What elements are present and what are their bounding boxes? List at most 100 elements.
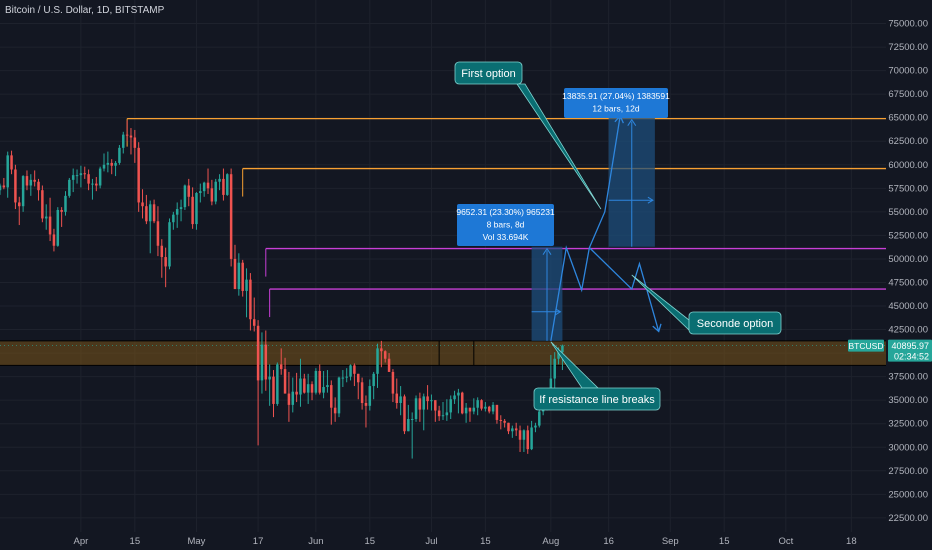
- candle-body: [249, 279, 252, 320]
- candle-body: [87, 174, 90, 184]
- candle-body: [133, 137, 137, 148]
- time-tick-label: 16: [603, 536, 614, 547]
- candle-body: [449, 399, 452, 413]
- range-arrow-h-head: [555, 308, 562, 316]
- time-tick-label: Jun: [308, 536, 323, 547]
- time-tick-label: Oct: [778, 536, 793, 547]
- candle-body: [557, 352, 560, 359]
- candle-body: [372, 373, 375, 387]
- candle-body: [237, 262, 241, 290]
- candle-body: [534, 425, 537, 428]
- callout-text: Seconde option: [697, 318, 773, 330]
- range-arrow-head: [542, 247, 552, 255]
- candlesticks: [0, 120, 564, 459]
- candle-body: [0, 185, 2, 191]
- candle-body: [391, 371, 395, 394]
- candle-body: [75, 175, 79, 177]
- candle-body: [41, 190, 44, 219]
- candle-body: [141, 202, 144, 207]
- candle-body: [118, 147, 121, 163]
- price-tick-label: 55000.00: [888, 207, 928, 218]
- forecast-path: [550, 114, 662, 341]
- price-tick-label: 32500.00: [888, 419, 928, 430]
- callout-pointers: [516, 83, 690, 389]
- candle-body: [222, 178, 225, 195]
- candle-body: [256, 325, 260, 381]
- candle-body: [145, 206, 148, 222]
- measure-boxes: 13835.91 (27.04%) 1383591 12 bars, 12d 965…: [456, 88, 670, 246]
- candle-body: [353, 365, 356, 374]
- candle-body: [60, 209, 63, 212]
- candle-body: [383, 351, 387, 359]
- candle-body: [330, 385, 333, 408]
- candle-body: [395, 393, 399, 404]
- candle-body: [21, 176, 25, 207]
- candle-body: [64, 195, 67, 212]
- callout-box: [533, 387, 661, 411]
- callout-pointer: [516, 83, 602, 210]
- price-axis: 22500.00 25000.00 27500.00 30000.00 32500.00…: [886, 0, 932, 550]
- candle-body: [526, 430, 529, 450]
- candle-body: [376, 348, 379, 374]
- candle-body: [464, 407, 468, 414]
- candle-body: [168, 222, 171, 267]
- time-tick-label: 17: [253, 536, 264, 547]
- time-tick-label: Jul: [425, 536, 437, 547]
- candle-body: [229, 174, 233, 259]
- candle-body: [472, 407, 476, 412]
- candle-body: [6, 155, 9, 188]
- candle-body: [129, 135, 133, 138]
- callout-box: [688, 311, 782, 335]
- candle-body: [25, 176, 29, 186]
- candle-body: [44, 216, 48, 219]
- price-tick-label: 65000.00: [888, 113, 928, 124]
- candle-body: [487, 406, 491, 412]
- forecast-arrow-second: [652, 323, 662, 333]
- candle-body: [349, 365, 352, 377]
- candle-body: [125, 134, 129, 136]
- candle-body: [337, 377, 341, 414]
- price-tick-label: 35000.00: [888, 395, 928, 406]
- candle-body: [380, 348, 383, 352]
- candle-body: [102, 164, 106, 169]
- candle-body: [538, 411, 541, 426]
- price-tick-label: 30000.00: [888, 442, 928, 453]
- candle-body: [272, 376, 275, 404]
- price-tick-label: 47500.00: [888, 277, 928, 288]
- measure-text: 12 bars, 12d: [592, 104, 640, 114]
- candle-body: [530, 427, 533, 450]
- candle-body: [553, 358, 556, 379]
- candle-body: [95, 183, 98, 186]
- candle-body: [164, 257, 167, 267]
- price-tick-label: 42500.00: [888, 325, 928, 336]
- candle-body: [52, 234, 56, 246]
- candle-body: [195, 193, 198, 225]
- plot-background: [0, 0, 886, 532]
- candle-body: [522, 430, 526, 440]
- forecast-line-first-option: [550, 115, 621, 341]
- candle-body: [137, 147, 140, 203]
- candle-body: [191, 196, 194, 225]
- price-axis-bg: [886, 0, 932, 550]
- price-tick-label: 67500.00: [888, 89, 928, 100]
- candle-body: [110, 162, 113, 166]
- candle-body: [511, 428, 514, 432]
- candle-body: [326, 385, 329, 387]
- candle-body: [183, 185, 187, 208]
- candle-body: [122, 134, 125, 148]
- time-tick-label: May: [187, 536, 205, 547]
- candle-body: [71, 175, 75, 180]
- candle-body: [48, 216, 52, 235]
- candle-body: [187, 185, 191, 197]
- candle-body: [160, 245, 164, 258]
- price-tag-value: 40895.97: [891, 341, 929, 351]
- candle-body: [68, 179, 71, 196]
- candle-body: [79, 173, 83, 176]
- candle-body: [29, 179, 33, 186]
- candle-body: [268, 376, 271, 380]
- price-tick-label: 45000.00: [888, 301, 928, 312]
- candle-body: [364, 403, 368, 406]
- candle-body: [214, 181, 217, 202]
- candle-body: [37, 181, 40, 191]
